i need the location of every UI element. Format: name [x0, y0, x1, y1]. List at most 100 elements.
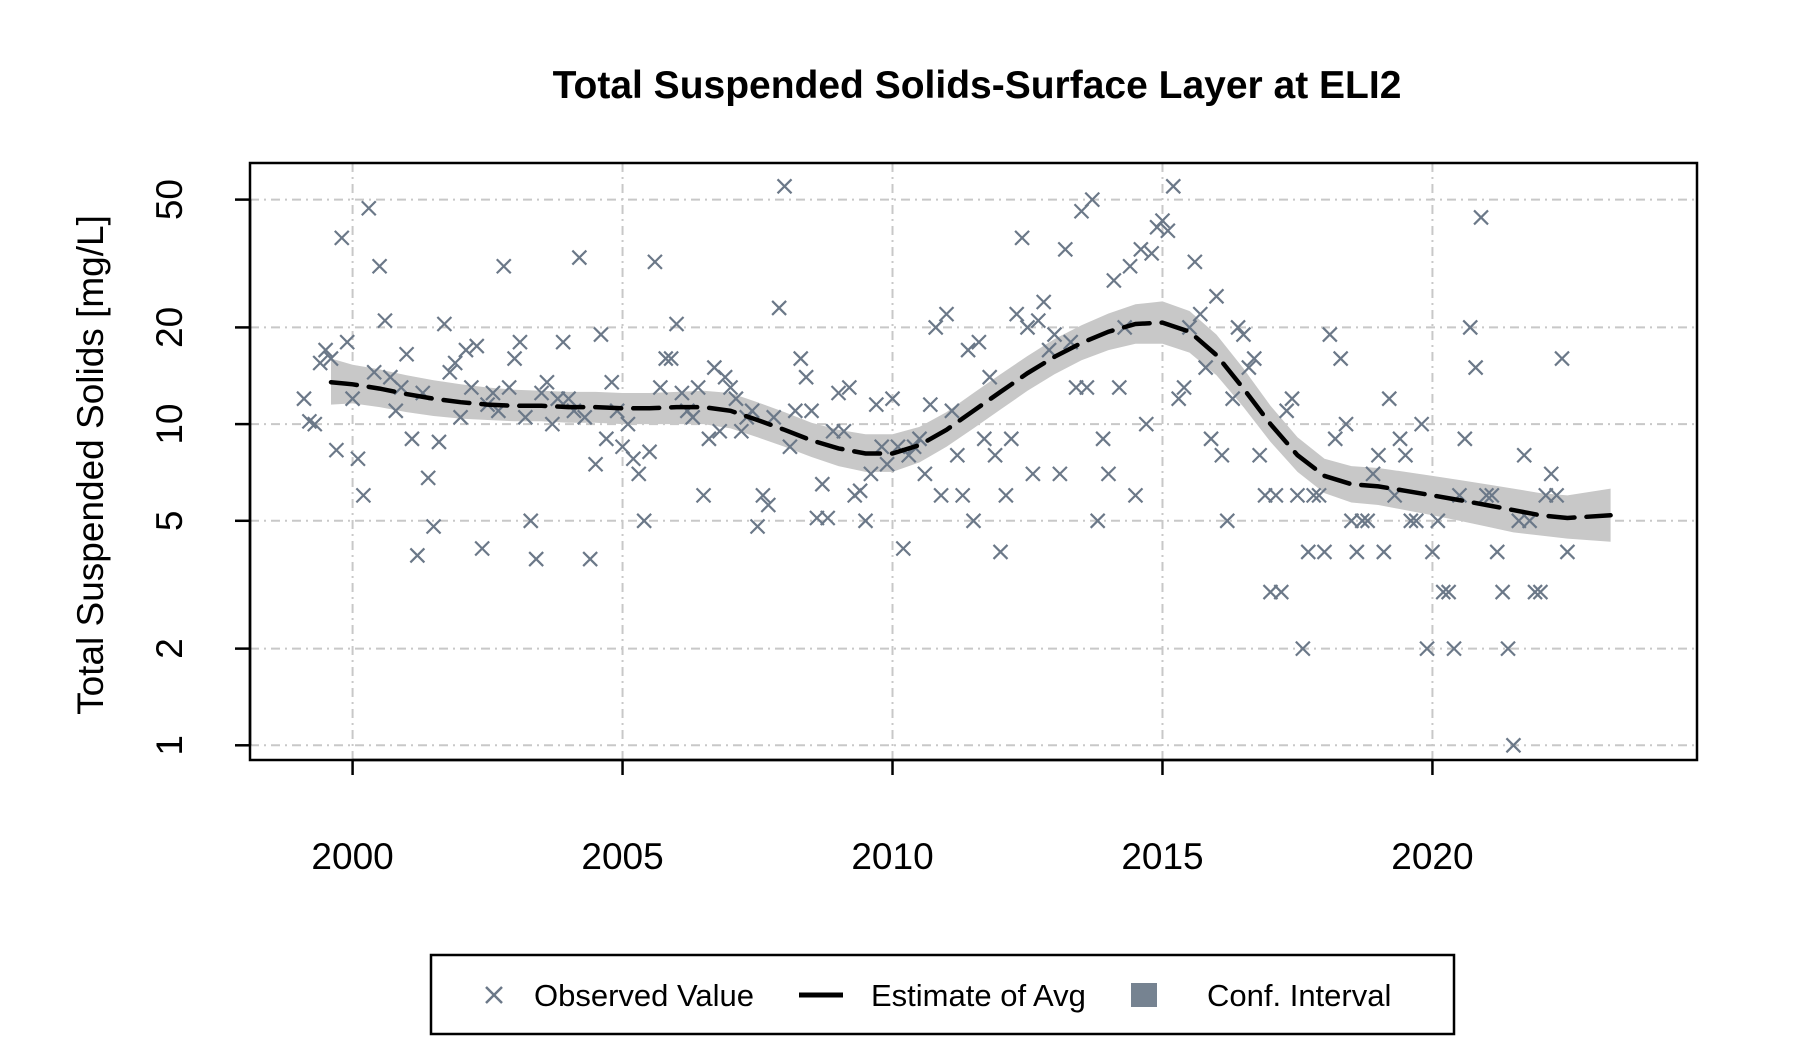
observed-point: [1100, 466, 1117, 482]
observed-point: [323, 350, 339, 367]
observed-point: [863, 466, 879, 482]
observed-point: [1505, 737, 1522, 754]
observed-point: [1457, 431, 1473, 447]
observed-point: [641, 444, 658, 460]
observed-point: [1203, 431, 1219, 447]
observed-point: [954, 487, 971, 504]
observed-point: [1230, 319, 1246, 336]
observed-point: [528, 551, 544, 567]
observed-point: [1138, 416, 1155, 432]
observed-point: [1332, 350, 1349, 367]
observed-point: [1235, 326, 1252, 343]
observed-point: [760, 497, 777, 513]
observed-point: [965, 513, 982, 529]
observed-point: [1079, 379, 1095, 396]
observed-point: [976, 431, 993, 447]
observed-point: [1133, 241, 1149, 258]
observed-point: [307, 416, 323, 432]
observed-point: [1305, 487, 1322, 504]
observed-point: [1435, 584, 1452, 600]
observed-point: [749, 518, 766, 535]
observed-point: [501, 379, 517, 396]
observed-point: [1111, 379, 1128, 396]
legend-observed-label: Observed Value: [534, 978, 754, 1013]
observed-point: [684, 409, 701, 426]
observed-point: [425, 518, 442, 535]
observed-point: [852, 483, 868, 499]
y-tick-label: 50: [149, 179, 190, 220]
observed-point: [1052, 466, 1068, 482]
observed-point: [420, 470, 436, 486]
observed-point: [884, 390, 901, 407]
observed-point: [398, 346, 415, 363]
observed-point: [1251, 447, 1268, 464]
observed-point: [1284, 390, 1300, 407]
observed-point: [485, 385, 501, 401]
observed-point: [636, 513, 652, 529]
observed-point: [1327, 431, 1344, 447]
observed-point: [668, 316, 685, 332]
observed-point: [1440, 584, 1457, 600]
observed-point: [598, 431, 615, 447]
observed-point: [1500, 640, 1516, 657]
observed-point: [1289, 487, 1306, 504]
observed-point: [1019, 319, 1036, 336]
observed-point: [317, 342, 334, 358]
observed-point: [711, 423, 728, 440]
observed-point: [992, 544, 1009, 560]
observed-point: [717, 369, 733, 385]
observed-point: [1278, 403, 1295, 419]
observed-point: [927, 319, 944, 336]
observed-point: [1349, 544, 1365, 560]
observed-point: [339, 334, 355, 350]
observed-point: [533, 385, 550, 401]
observed-point: [474, 540, 490, 557]
observed-point: [512, 334, 528, 350]
observed-point: [1376, 544, 1392, 560]
observed-point: [1095, 431, 1111, 447]
observed-point: [857, 513, 874, 529]
observed-point: [441, 364, 458, 381]
observed-point: [458, 342, 474, 358]
observed-point: [452, 409, 469, 426]
observed-point: [938, 306, 955, 322]
observed-point: [798, 369, 814, 385]
observed-point: [971, 334, 987, 350]
observed-point: [1467, 359, 1484, 376]
observed-point: [1268, 487, 1284, 504]
observed-point: [431, 434, 447, 450]
observed-point: [663, 350, 679, 367]
observed-point: [771, 300, 787, 316]
observed-point: [593, 326, 609, 343]
observed-point: [755, 487, 771, 504]
observed-point: [539, 374, 555, 391]
observed-points: [296, 178, 1576, 754]
conf-interval-band: [331, 301, 1611, 542]
observed-point: [1408, 513, 1425, 529]
observed-point: [657, 350, 674, 367]
observed-point: [733, 423, 750, 440]
observed-point: [728, 390, 744, 407]
observed-point: [1127, 487, 1144, 504]
observed-point: [1084, 191, 1101, 208]
observed-point: [1208, 288, 1225, 305]
y-tick-label: 2: [149, 638, 190, 659]
observed-point: [1365, 466, 1381, 482]
observed-point: [1516, 447, 1533, 464]
observed-point: [998, 487, 1014, 504]
observed-point: [841, 379, 858, 396]
observed-point: [1484, 487, 1500, 504]
legend-ci-swatch: [1131, 983, 1157, 1007]
observed-point: [1170, 390, 1187, 407]
observed-point: [1381, 390, 1398, 407]
observed-point: [555, 334, 571, 350]
observed-point: [1370, 447, 1387, 464]
observed-point: [560, 390, 577, 407]
observed-point: [1473, 209, 1489, 226]
observed-point: [917, 466, 933, 482]
observed-point: [1532, 584, 1549, 600]
estimate-avg-line: [328, 320, 1613, 521]
observed-point: [1143, 245, 1160, 262]
observed-point: [1397, 447, 1414, 464]
